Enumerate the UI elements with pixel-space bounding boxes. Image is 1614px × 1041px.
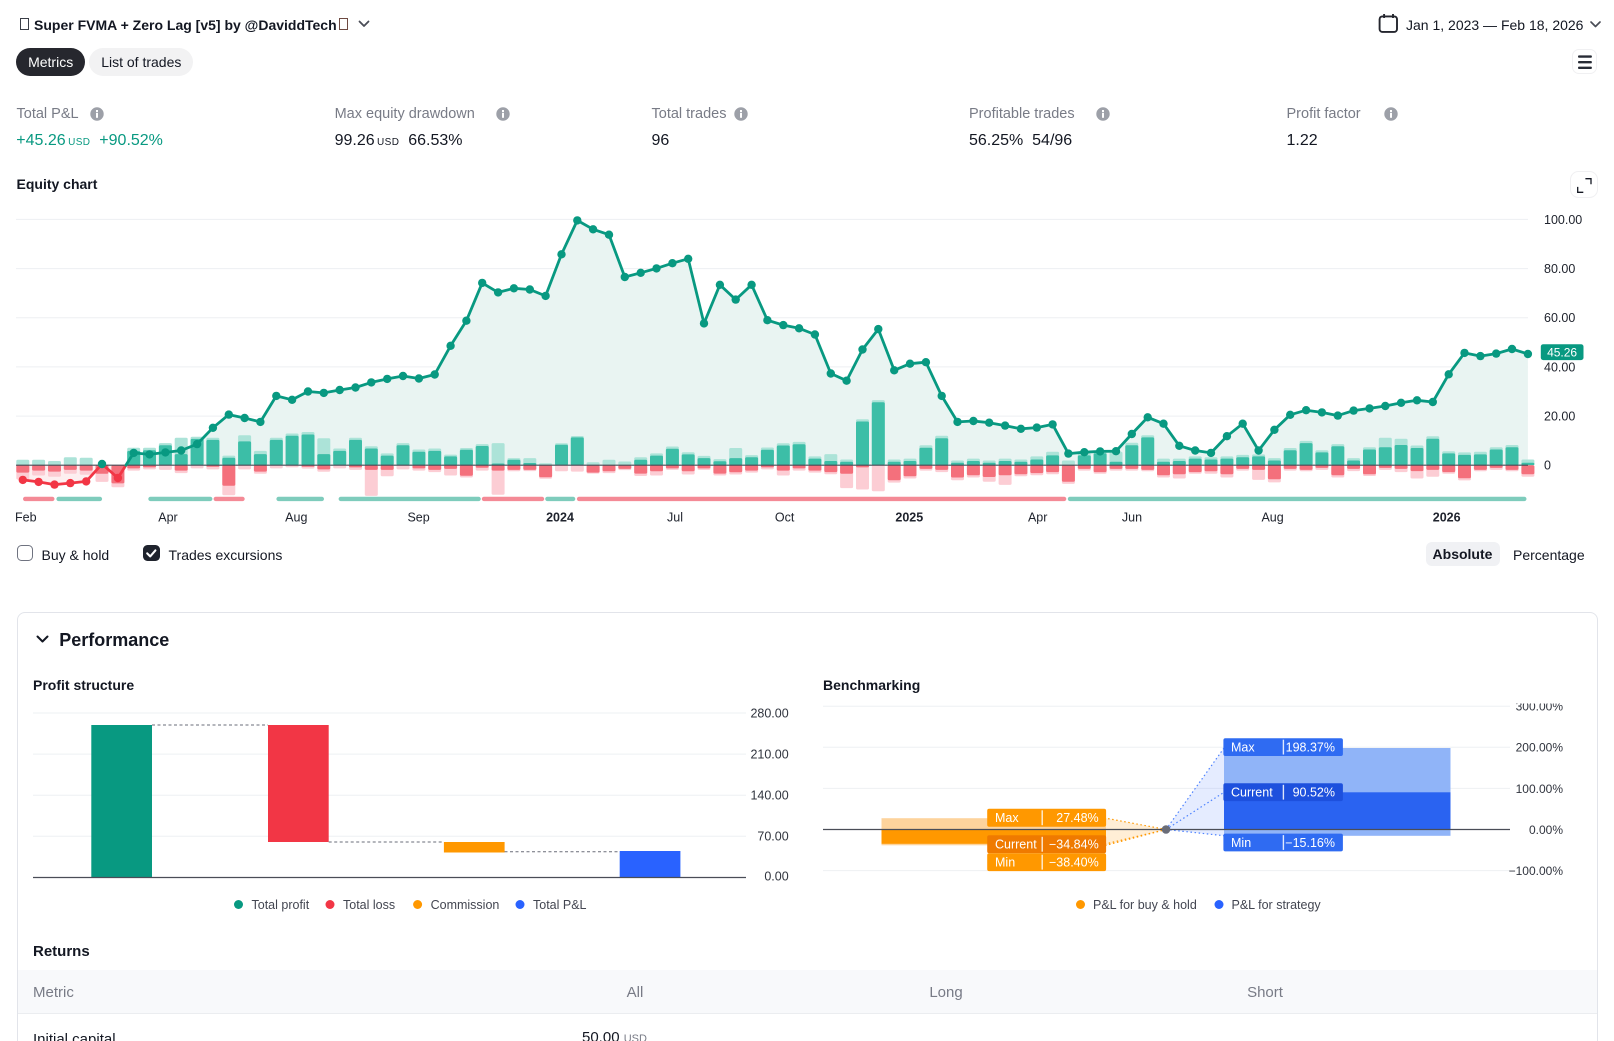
svg-text:20.00: 20.00 xyxy=(1544,409,1575,423)
svg-text:2026: 2026 xyxy=(1433,511,1461,525)
svg-text:Feb: Feb xyxy=(15,511,37,525)
svg-text:80.00: 80.00 xyxy=(1544,262,1575,276)
svg-text:0: 0 xyxy=(1544,459,1551,473)
svg-text:Aug: Aug xyxy=(285,511,307,525)
svg-text:Jul: Jul xyxy=(667,511,683,525)
svg-text:40.00: 40.00 xyxy=(1544,360,1575,374)
svg-text:Aug: Aug xyxy=(1261,511,1283,525)
svg-text:2025: 2025 xyxy=(895,511,923,525)
svg-text:2024: 2024 xyxy=(546,511,574,525)
svg-text:100.00: 100.00 xyxy=(1544,213,1582,227)
svg-text:Apr: Apr xyxy=(158,511,177,525)
svg-text:60.00: 60.00 xyxy=(1544,311,1575,325)
svg-text:Sep: Sep xyxy=(407,511,429,525)
svg-text:45.26: 45.26 xyxy=(1547,346,1577,360)
svg-text:Apr: Apr xyxy=(1028,511,1047,525)
svg-text:Jun: Jun xyxy=(1122,511,1142,525)
svg-text:Oct: Oct xyxy=(775,511,795,525)
